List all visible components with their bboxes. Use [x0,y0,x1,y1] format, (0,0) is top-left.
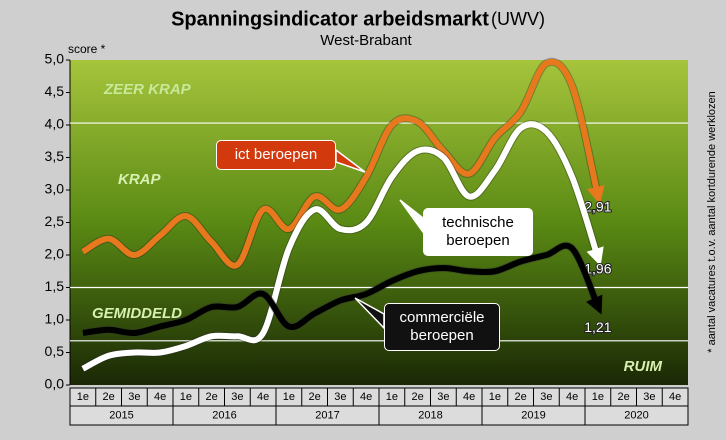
zone-label: GEMIDDELD [92,305,182,322]
series-line [81,58,605,269]
value-label: 2,91 [584,199,611,215]
legend-callout: ict beroepen [216,140,336,170]
y-tick-label: 5,0 [45,51,65,67]
y-tick-label: 0,0 [45,376,65,392]
y-tick-label: 2,5 [45,213,65,229]
x-tick-label: 2e [618,391,630,403]
x-tick-label: 3e [334,391,346,403]
series-line [82,242,603,337]
x-tick-label: 2e [309,391,321,403]
zone-label: RUIM [624,358,663,375]
year-label: 2016 [212,409,236,421]
year-label: 2020 [624,409,648,421]
x-tick-label: 1e [386,391,398,403]
year-label: 2017 [315,409,339,421]
y-tick-label: 3,5 [45,148,65,164]
x-tick-label: 4e [154,391,166,403]
y-tick-label: 2,0 [45,246,65,262]
x-tick-label: 1e [592,391,604,403]
series-line [81,121,604,372]
x-tick-label: 1e [489,391,501,403]
x-tick-label: 4e [360,391,372,403]
year-label: 2018 [418,409,442,421]
y-tick-label: 0,5 [45,343,65,359]
value-label: 1,96 [584,260,611,276]
x-tick-label: 4e [257,391,269,403]
footnote: * aantal vacatures t.o.v. aantal kortdur… [706,91,718,353]
x-tick-label: 2e [206,391,218,403]
legend-callout: technische beroepen [423,208,533,256]
value-label: 1,21 [584,319,611,335]
y-tick-label: 1,5 [45,278,65,294]
x-tick-label: 4e [669,391,681,403]
x-tick-label: 2e [515,391,527,403]
x-tick-label: 3e [231,391,243,403]
zone-label: KRAP [118,171,161,188]
callout-pointer [335,148,366,173]
plot-area [70,60,688,385]
x-tick-label: 3e [643,391,655,403]
x-tick-label: 2e [412,391,424,403]
x-tick-label: 4e [463,391,475,403]
y-tick-label: 4,0 [45,116,65,132]
legend-callout: commerciële beroepen [384,303,500,351]
year-label: 2015 [109,409,133,421]
x-tick-label: 4e [566,391,578,403]
y-tick-label: 4,5 [45,83,65,99]
x-tick-label: 3e [540,391,552,403]
chart-title: Spanningsindicator arbeidsmarkt [171,8,489,30]
year-label: 2019 [521,409,545,421]
zone-label: ZEER KRAP [103,81,192,98]
x-tick-label: 1e [77,391,89,403]
y-tick-label: 3,0 [45,181,65,197]
publisher: (UWV) [491,9,545,29]
x-tick-label: 3e [128,391,140,403]
x-tick-label: 2e [103,391,115,403]
x-tick-label: 1e [180,391,192,403]
y-tick-label: 1,0 [45,311,65,327]
y-axis-label: score * [68,42,106,56]
subtitle: West-Brabant [320,32,412,49]
x-tick-label: 3e [437,391,449,403]
x-tick-label: 1e [283,391,295,403]
